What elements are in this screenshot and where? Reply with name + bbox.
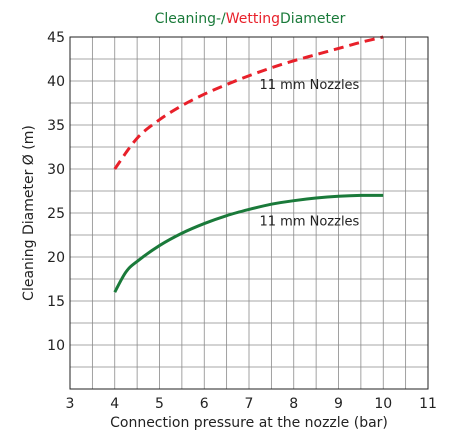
y-tick-label: 15	[47, 294, 65, 310]
x-tick-label: 4	[110, 396, 119, 412]
title-part-3: Diameter	[280, 11, 346, 27]
series-line-2	[113, 193, 384, 293]
series-annotation: 11 mm Nozzles	[259, 78, 359, 93]
series-line-1	[113, 35, 384, 170]
y-tick-label: 40	[47, 74, 65, 90]
x-tick-label: 7	[245, 396, 254, 412]
x-tick-label: 6	[200, 396, 209, 412]
x-tick-label: 3	[66, 396, 75, 412]
title-part-1: Cleaning-/	[155, 11, 226, 27]
x-axis-label: Connection pressure at the nozzle (bar)	[110, 415, 388, 431]
annotations: 11 mm Nozzles 11 mm Nozzles	[259, 78, 359, 229]
y-tick-label: 25	[47, 206, 65, 222]
y-tick-label: 35	[47, 118, 65, 134]
x-tick-label: 11	[419, 396, 437, 412]
grid	[70, 37, 428, 389]
y-tick-label: 10	[47, 338, 65, 354]
title-part-2: Wetting	[226, 11, 280, 27]
y-tick-label: 20	[47, 250, 65, 266]
chart-title: Cleaning-/WettingDiameter	[155, 11, 346, 27]
plot-frame	[69, 36, 429, 390]
y-axis-label: Cleaning Diameter Ø (m)	[21, 125, 37, 301]
x-tick-label: 5	[155, 396, 164, 412]
x-tick-label: 8	[289, 396, 298, 412]
series-layer	[113, 35, 384, 293]
x-tick-label: 9	[334, 396, 343, 412]
series-annotation: 11 mm Nozzles	[259, 214, 359, 229]
y-tick-label: 30	[47, 162, 65, 178]
x-tick-label: 10	[374, 396, 392, 412]
y-tick-label: 45	[47, 30, 65, 46]
